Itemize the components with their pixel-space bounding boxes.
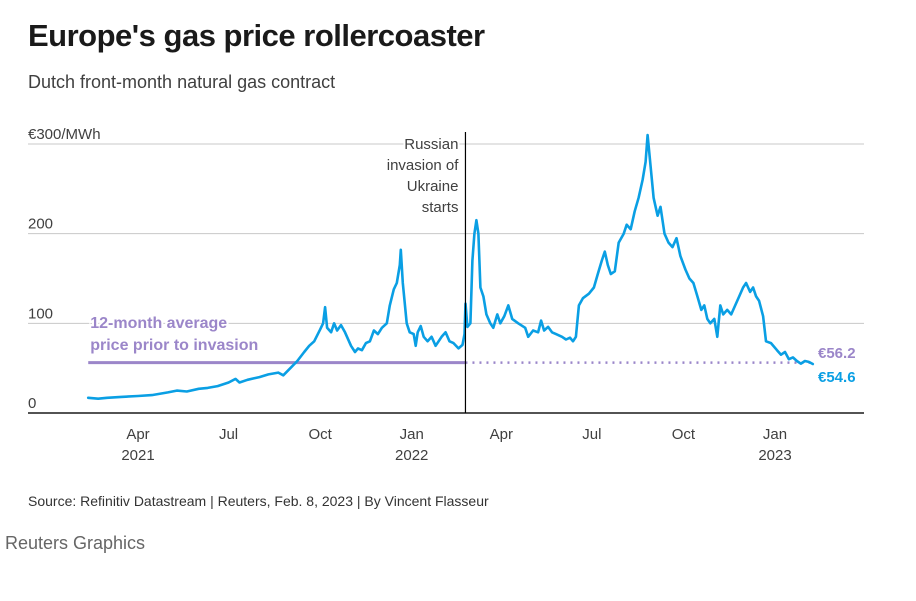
- series-group: [86, 133, 815, 401]
- series-end-label: €54.6: [818, 369, 856, 386]
- x-tick-label-6: Oct: [672, 426, 696, 443]
- x-tick-label-3: Jan: [400, 426, 424, 443]
- average-label-line-0: 12-month average: [90, 315, 227, 332]
- end-labels: €56.2 €54.6: [818, 345, 856, 386]
- gridlines: [28, 143, 864, 414]
- invasion-label-line-1: invasion of: [387, 157, 460, 174]
- y-tick-label-0: 0: [28, 395, 36, 412]
- invasion-label-line-2: Ukraine: [407, 178, 459, 195]
- average-label-line-1: price prior to invasion: [90, 337, 258, 354]
- x-tick-year-7: 2023: [758, 447, 791, 464]
- x-tick-label-7: Jan: [763, 426, 787, 443]
- x-tick-label-4: Apr: [490, 426, 513, 443]
- invasion-label-line-0: Russian: [404, 136, 458, 153]
- average-end-label: €56.2: [818, 345, 856, 362]
- y-axis-tick-labels: 0 100 200 €300/MWh: [28, 126, 101, 412]
- x-axis-tick-labels: Apr 2021 Jul Oct Jan 2022 Apr Jul Oct Jan 2023: [121, 426, 791, 464]
- average-reference-line: 12-month average price prior to invasion: [88, 313, 813, 365]
- chart-subtitle: Dutch front-month natural gas contract: [28, 72, 336, 92]
- series-line-gas-price: [86, 133, 815, 401]
- source-note: Source: Refinitiv Datastream | Reuters, …: [28, 493, 489, 509]
- y-tick-label-300: €300/MWh: [28, 126, 101, 143]
- x-tick-label-0: Apr: [126, 426, 149, 443]
- x-tick-year-3: 2022: [395, 447, 428, 464]
- y-tick-label-100: 100: [28, 305, 53, 322]
- x-tick-label-1: Jul: [219, 426, 238, 443]
- x-tick-year-0: 2021: [121, 447, 154, 464]
- x-tick-label-2: Oct: [308, 426, 332, 443]
- chart-title: Europe's gas price rollercoaster: [28, 18, 485, 53]
- invasion-label-line-3: starts: [422, 199, 459, 216]
- x-tick-label-5: Jul: [582, 426, 601, 443]
- y-tick-label-200: 200: [28, 216, 53, 233]
- invasion-annotation: Russian invasion of Ukraine starts: [385, 132, 467, 413]
- brand-label: Reuters Graphics: [5, 533, 146, 553]
- chart-svg: 0 100 200 €300/MWh 12-month average price pr…: [28, 126, 864, 464]
